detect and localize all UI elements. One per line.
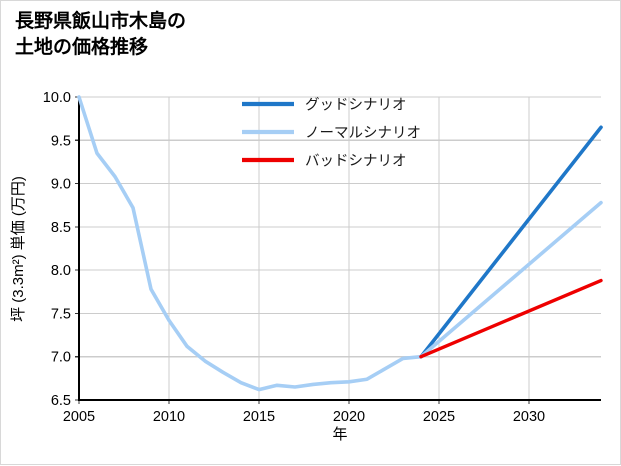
- legend-label-2: バッドシナリオ: [305, 154, 407, 170]
- page-title-line-1: 土地の価格推移: [15, 36, 149, 58]
- gridlines: [78, 96, 601, 401]
- series-line-1: [419, 125, 603, 359]
- x-axis-tick-labels: 2005 2010 2015 2020 2025 2030: [63, 409, 545, 425]
- y-tick-label-6.5: 6.5: [51, 393, 71, 409]
- x-tick-label-2010: 2010: [153, 409, 185, 425]
- y-tick-label-9.5: 9.5: [51, 133, 71, 149]
- y-axis-tick-labels: 6.5 7.0 7.5 8.0 8.5 9.0 9.5 10.0: [43, 90, 71, 409]
- series-line-0: [77, 95, 423, 392]
- y-tick-label-8.5: 8.5: [51, 220, 71, 236]
- x-tick-label-2015: 2015: [243, 409, 275, 425]
- x-tick-label-2030: 2030: [513, 409, 545, 425]
- y-tick-label-9: 9.0: [51, 177, 71, 193]
- x-tick-label-2025: 2025: [423, 409, 455, 425]
- y-tick-label-7: 7.0: [51, 350, 71, 366]
- series-line-3: [419, 278, 603, 359]
- y-tick-label-8: 8.0: [51, 263, 71, 279]
- y-tick-label-7.5: 7.5: [51, 306, 71, 322]
- series-line-2: [419, 200, 603, 359]
- page-title-line-0: 長野県飯山市木島の: [15, 11, 187, 32]
- data-series-group: [77, 95, 603, 392]
- axis-spines: [77, 96, 601, 402]
- page-title: 長野県飯山市木島の 土地の価格推移: [15, 9, 186, 60]
- x-tick-label-2020: 2020: [333, 409, 365, 425]
- y-axis-title: 坪 (3.3m²) 単価 (万円): [10, 176, 27, 322]
- y-tick-label-10: 10.0: [43, 90, 71, 106]
- x-axis-title: 年: [332, 426, 347, 443]
- legend-label-0: グッドシナリオ: [305, 97, 407, 114]
- x-tick-label-2005: 2005: [63, 409, 95, 425]
- legend-label-1: ノーマルシナリオ: [305, 126, 421, 142]
